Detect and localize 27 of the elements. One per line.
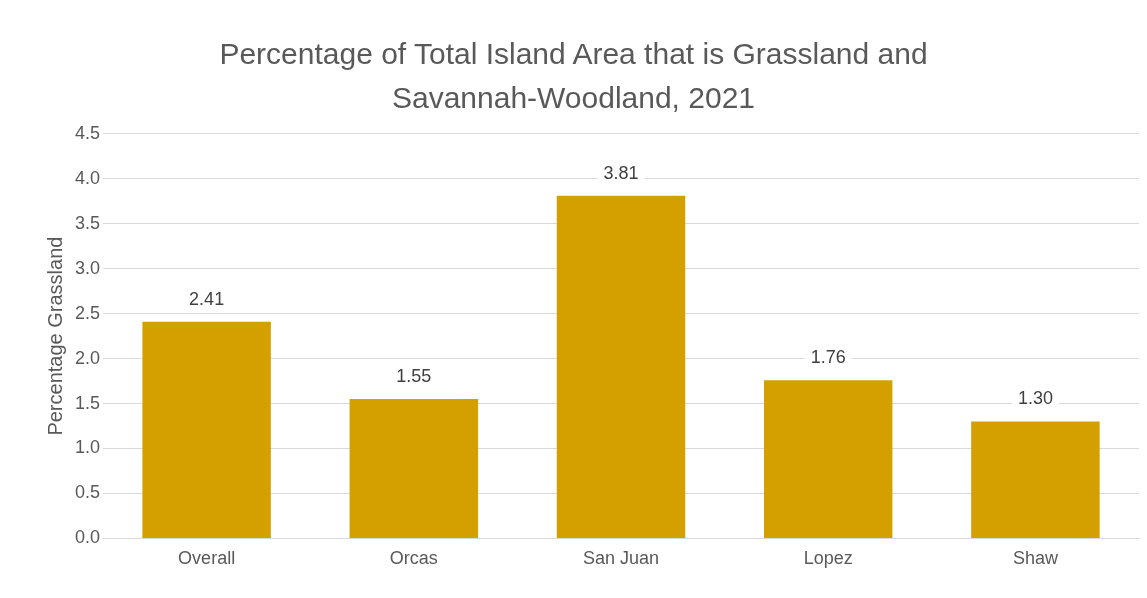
- bar: [763, 380, 893, 538]
- data-label: 1.76: [810, 347, 846, 368]
- y-tick-label: 4.0: [74, 167, 101, 188]
- y-tick-label: 3.5: [74, 212, 101, 233]
- y-tick-label: 1.0: [74, 437, 101, 458]
- x-tick-label: Overall: [178, 548, 236, 569]
- y-tick-label: 4.5: [74, 122, 101, 143]
- y-tick-label: 0.5: [74, 482, 101, 503]
- data-label: 1.30: [1017, 388, 1053, 409]
- y-tick-label: 1.5: [74, 392, 101, 413]
- x-tick-label: San Juan: [582, 548, 660, 569]
- y-tick-label: 2.5: [74, 302, 101, 323]
- chart-title: Percentage of Total Island Area that is Grassland and Savannah-Woodland, 2021: [218, 36, 929, 116]
- y-tick-label: 3.0: [74, 257, 101, 278]
- data-label: 2.41: [189, 288, 225, 309]
- y-tick-label: 2.0: [74, 347, 101, 368]
- data-label: 3.81: [603, 162, 639, 183]
- data-label: 1.55: [396, 366, 432, 387]
- bar: [349, 399, 479, 538]
- x-tick-label: Shaw: [1012, 548, 1059, 569]
- y-tick-label: 0.0: [74, 527, 101, 548]
- bar: [556, 195, 686, 538]
- x-tick-label: Orcas: [389, 548, 438, 569]
- x-tick-label: Lopez: [803, 548, 853, 569]
- bar: [142, 321, 271, 538]
- bar: [971, 421, 1100, 538]
- y-axis-title: Percentage Grassland: [43, 236, 66, 436]
